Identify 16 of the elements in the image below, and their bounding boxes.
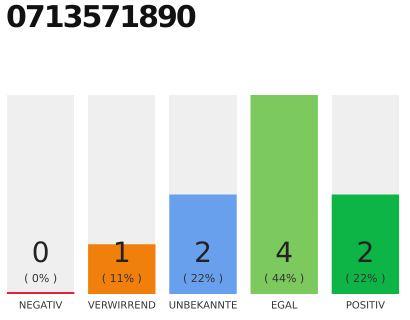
data-label: 4 (275, 236, 294, 269)
data-label: 2 (356, 236, 374, 269)
x-tick-label: POSITIV (346, 300, 386, 312)
annotation: ( 22% ) (182, 272, 224, 285)
annotation: ( 44% ) (264, 272, 304, 285)
annotation: ( 22% ) (345, 272, 386, 285)
chart-title: 0713571890 (6, 0, 195, 35)
x-tick-label: NEGATIV (18, 300, 63, 312)
annotation: ( 11% ) (102, 272, 142, 285)
data-label: 0 (32, 236, 50, 269)
data-label: 2 (194, 236, 212, 269)
x-tick-label: VERWIRREND (88, 300, 156, 312)
data-label: 1 (112, 236, 131, 269)
x-tick-label: UNBEKANNTE (168, 300, 238, 312)
x-tick-label: EGAL (270, 300, 298, 312)
annotation: ( 0% ) (24, 272, 58, 285)
